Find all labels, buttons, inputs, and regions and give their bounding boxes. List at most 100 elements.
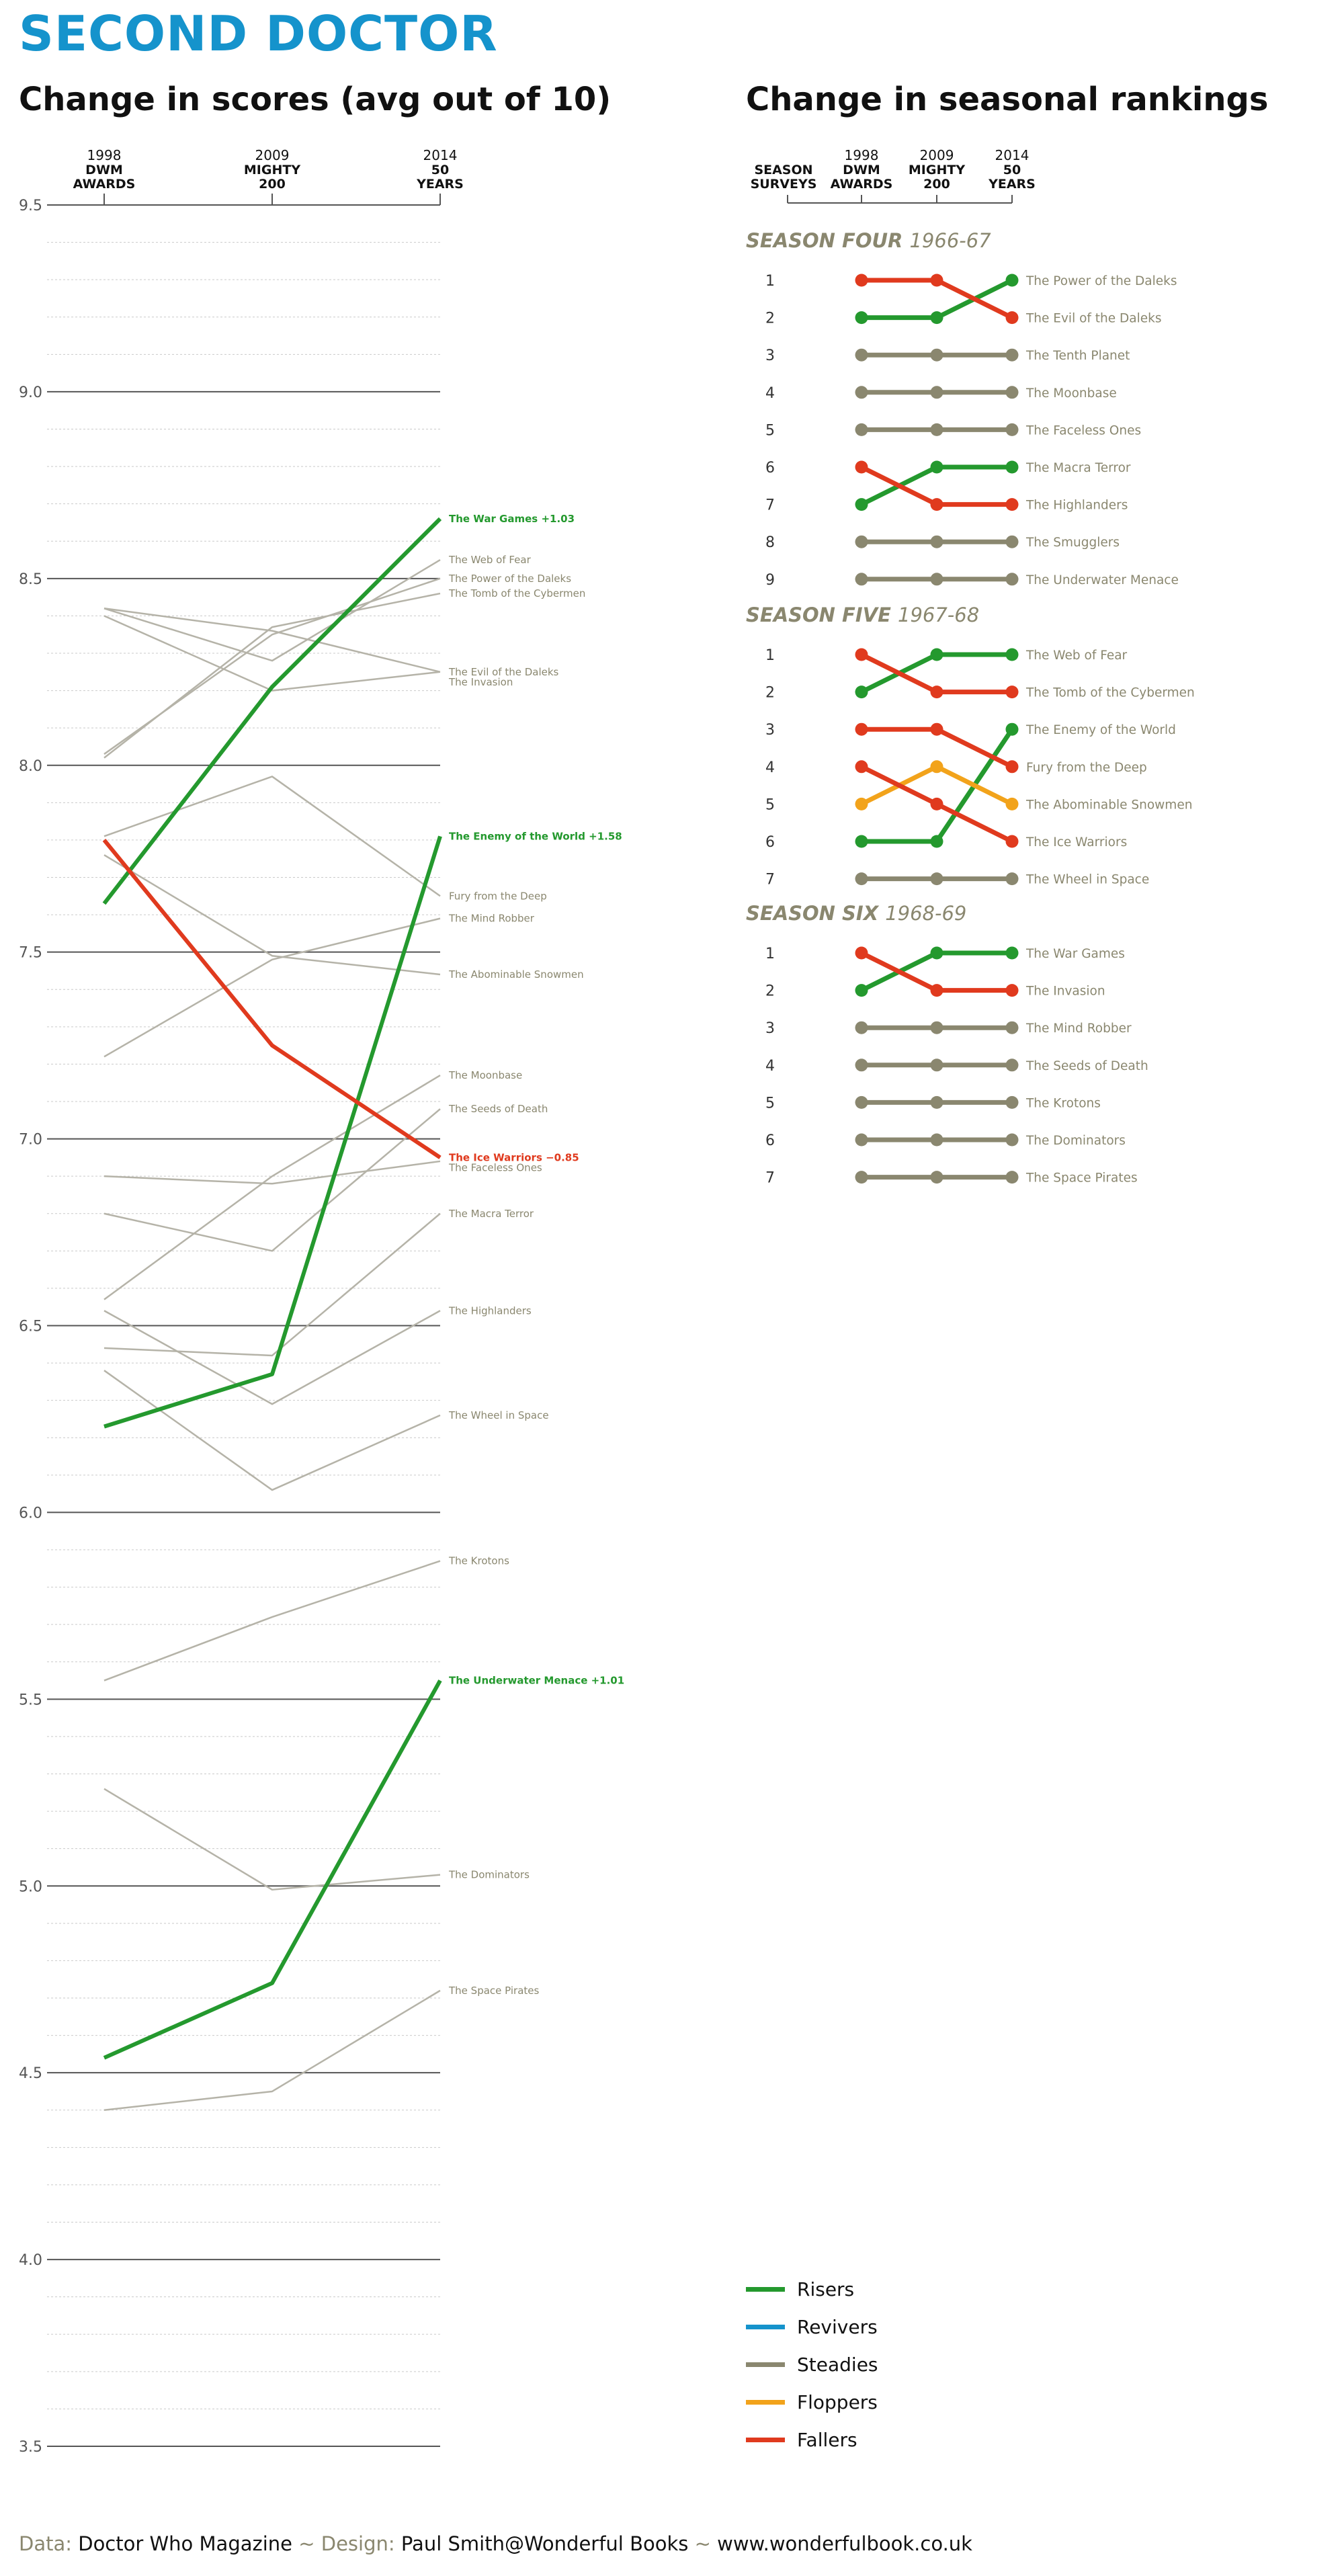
survey-name: YEARS xyxy=(988,177,1036,192)
y-tick-label: 8.0 xyxy=(19,758,42,775)
series-label: The Mind Robber xyxy=(448,913,535,925)
series-line xyxy=(103,1310,441,1405)
legend-item-fallers: Fallers xyxy=(746,2421,878,2458)
season-group: SEASON FOUR 1966-67 1 2 3 4 5 6 7 8 9 The Tenth Pl… xyxy=(746,229,1179,589)
y-tick-label: 8.5 xyxy=(19,571,42,588)
story-point xyxy=(1005,1133,1019,1147)
story-label: The Macra Terror xyxy=(1025,461,1131,475)
legend-swatch-floppers xyxy=(746,2399,785,2405)
story-point xyxy=(1005,274,1019,287)
legend-swatch-revivers xyxy=(746,2324,785,2329)
story-point xyxy=(1005,685,1019,699)
legend-label: Steadies xyxy=(797,2353,878,2376)
story-point xyxy=(930,797,943,811)
story-point xyxy=(930,1133,943,1147)
survey-name: DWM xyxy=(85,163,123,177)
story-point xyxy=(855,311,868,325)
rank-number: 1 xyxy=(765,273,775,290)
page-title: SECOND DOCTOR xyxy=(19,5,498,62)
series-line xyxy=(103,776,441,897)
story-label: The Space Pirates xyxy=(1025,1171,1138,1186)
story-point xyxy=(855,835,868,848)
story-label: The War Games xyxy=(1025,947,1125,961)
story-point xyxy=(1005,946,1019,960)
story-point xyxy=(855,797,868,811)
legend-swatch-risers xyxy=(746,2286,785,2292)
series-line xyxy=(103,1370,441,1491)
story-point xyxy=(855,872,868,886)
rank-number: 6 xyxy=(765,460,775,476)
series-line xyxy=(103,1075,441,1300)
survey-name: 200 xyxy=(259,177,286,192)
survey-name: YEARS xyxy=(416,177,464,192)
y-tick-label: 6.0 xyxy=(19,1505,42,1522)
y-tick-label: 6.5 xyxy=(19,1319,42,1335)
story-label: The Highlanders xyxy=(1025,499,1128,513)
rank-number: 8 xyxy=(765,534,775,551)
series-line xyxy=(103,1212,441,1357)
series-label: The Abominable Snowmen xyxy=(448,968,584,981)
season-group: SEASON SIX 1968-69 1 2 3 4 5 6 7 The Mind Robber… xyxy=(746,902,1148,1187)
series-line xyxy=(102,517,442,905)
story-point xyxy=(855,685,868,699)
legend-item-floppers: Floppers xyxy=(746,2383,878,2421)
story-point xyxy=(930,386,943,399)
story-point xyxy=(1005,1171,1019,1184)
story-label: The Smugglers xyxy=(1025,536,1120,550)
story-point xyxy=(1005,423,1019,436)
series-label: The Seeds of Death xyxy=(448,1103,548,1115)
story-point xyxy=(930,460,943,474)
season-years: 1968-69 xyxy=(885,902,966,925)
season-name: SEASON FOUR xyxy=(746,229,909,252)
story-point xyxy=(855,573,868,586)
season-surveys-label: SEASON xyxy=(754,163,812,177)
rank-number: 6 xyxy=(765,1132,775,1149)
series-line xyxy=(103,1788,441,1891)
story-point xyxy=(1005,535,1019,548)
story-line xyxy=(862,728,1014,844)
series-line xyxy=(103,1989,441,2111)
series-line xyxy=(103,558,441,662)
footer-data-value: Doctor Who Magazine xyxy=(78,2532,292,2555)
rank-number: 3 xyxy=(765,1020,775,1037)
y-tick-label: 7.0 xyxy=(19,1132,42,1149)
legend-label: Revivers xyxy=(797,2315,878,2338)
story-point xyxy=(855,274,868,287)
series-label: The Tomb of the Cybermen xyxy=(448,587,585,599)
season-title: SEASON FIVE 1967-68 xyxy=(746,604,979,626)
story-point xyxy=(855,1095,868,1109)
legend: Risers Revivers Steadies Floppers Faller… xyxy=(746,2270,878,2458)
series-label: The Highlanders xyxy=(448,1304,532,1317)
legend-item-steadies: Steadies xyxy=(746,2345,878,2383)
story-label: The Underwater Menace xyxy=(1025,573,1179,587)
survey-year: 2014 xyxy=(423,147,458,163)
rank-number: 4 xyxy=(765,759,775,776)
series-line xyxy=(103,592,441,759)
story-point xyxy=(1005,460,1019,474)
story-label: The Seeds of Death xyxy=(1025,1059,1148,1073)
story-point xyxy=(930,311,943,325)
story-point xyxy=(855,348,868,362)
survey-year: 2014 xyxy=(995,147,1030,163)
story-label: The Enemy of the World xyxy=(1025,723,1176,737)
series-line xyxy=(103,1560,441,1681)
story-point xyxy=(1005,722,1019,736)
rank-number: 4 xyxy=(765,385,775,402)
footer-data-key: Data: xyxy=(19,2532,73,2555)
survey-year: 2009 xyxy=(920,147,954,163)
survey-year: 1998 xyxy=(845,147,879,163)
story-label: The Wheel in Space xyxy=(1025,873,1149,887)
left-chart-heading: Change in scores (avg out of 10) xyxy=(19,81,612,118)
story-point xyxy=(855,1133,868,1147)
story-point xyxy=(855,498,868,511)
season-title: SEASON FOUR 1966-67 xyxy=(746,229,991,252)
series-line xyxy=(103,854,441,976)
rank-number: 5 xyxy=(765,796,775,813)
story-label: Fury from the Deep xyxy=(1026,761,1147,775)
footer-separator: ~ xyxy=(694,2532,711,2555)
survey-name: AWARDS xyxy=(73,177,136,192)
